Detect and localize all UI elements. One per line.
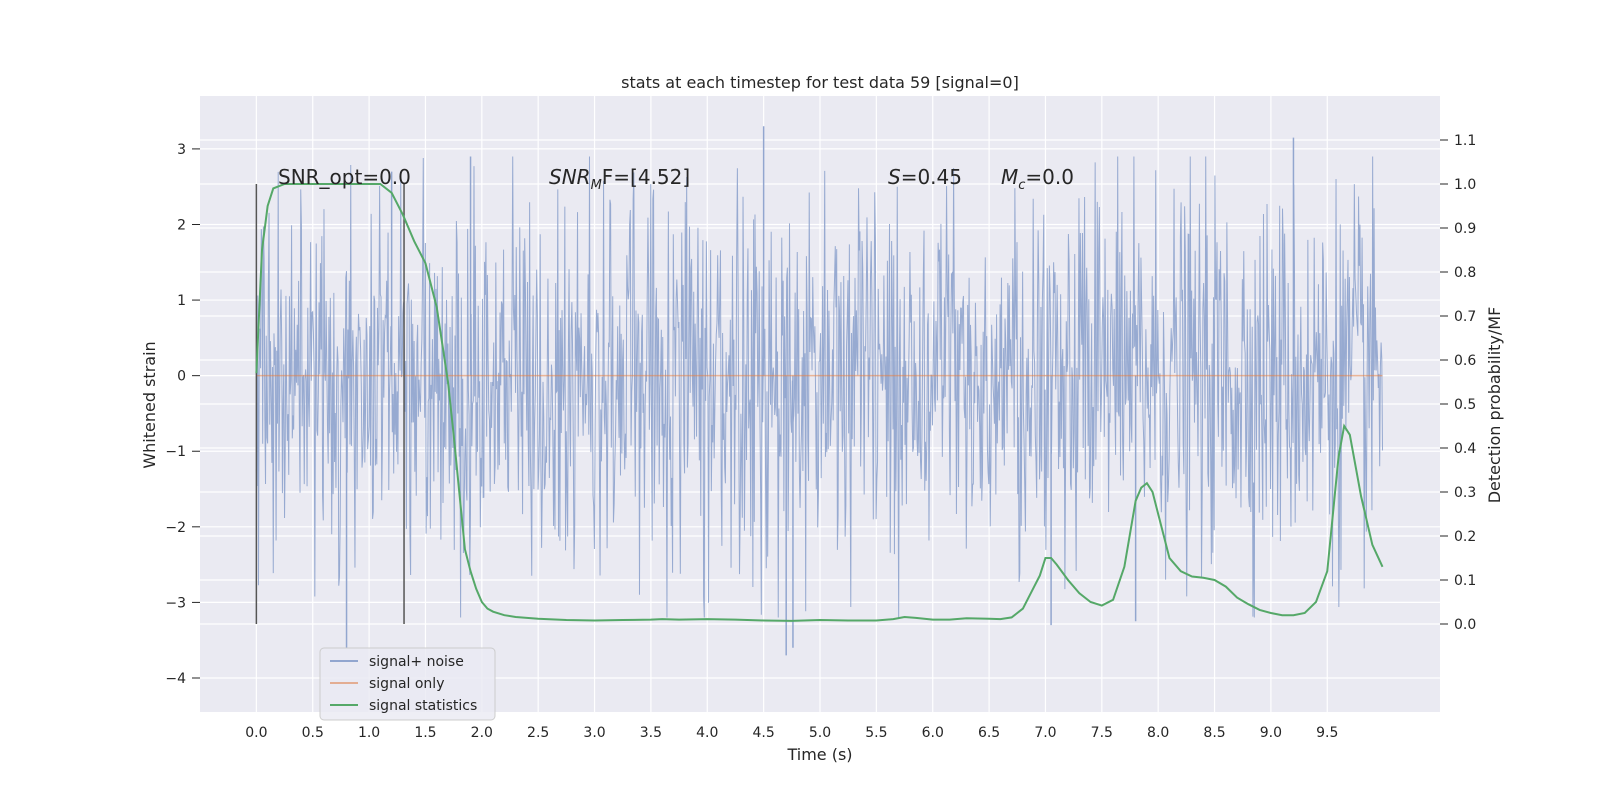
x-tick-label: 4.5 [753, 725, 775, 741]
x-tick-label: 0.5 [302, 725, 324, 741]
y-left-tick-label: −3 [165, 595, 186, 611]
x-tick-label: 6.5 [978, 725, 1000, 741]
y-left-tick-label: −2 [165, 520, 186, 536]
x-tick-label: 7.5 [1091, 725, 1113, 741]
y-right-tick-label: 0.9 [1454, 221, 1476, 237]
x-tick-label: 3.5 [640, 725, 662, 741]
x-tick-label: 5.0 [809, 725, 831, 741]
line-series [255, 183, 1384, 624]
y-right-tick-label: 0.4 [1454, 441, 1476, 457]
x-axis-label: Time (s) [786, 745, 852, 764]
x-tick-label: 2.0 [471, 725, 493, 741]
snr-mf-annotation: SNRMF=[4.52] [549, 165, 690, 193]
legend: signal+ noise signal only signal statist… [319, 647, 496, 721]
y-axis-label-right: Detection probability/MF [1485, 307, 1504, 504]
y-right-tick-label: 0.8 [1454, 265, 1476, 281]
x-tick-label: 9.0 [1260, 725, 1282, 741]
y-right-tick-label: 0.7 [1454, 309, 1476, 325]
x-tick-label: 9.5 [1316, 725, 1338, 741]
x-tick-label: 3.0 [583, 725, 605, 741]
y-right-tick-label: 0.2 [1454, 529, 1476, 545]
y-right-tick-label: 0.1 [1454, 573, 1476, 589]
x-tick-label: 2.5 [527, 725, 549, 741]
y-right-tick-label: 0.5 [1454, 397, 1476, 413]
legend-label-signal-only: signal only [369, 676, 444, 692]
y-right-tick-label: 0.0 [1454, 617, 1476, 633]
chart-title: stats at each timestep for test data 59 … [621, 73, 1019, 92]
tick-labels: 0.0 0.5 1.0 1.5 2.0 2.5 3.0 3.5 4.0 4.5 5.0 5.5 6.0 6… [165, 133, 1476, 741]
y-axis-label-left: Whitened strain [140, 341, 159, 468]
signal-statistics-line [255, 183, 1384, 622]
y-left-tick-label: 3 [177, 142, 186, 158]
y-right-tick-label: 1.1 [1454, 133, 1476, 149]
legend-label-signal-noise: signal+ noise [369, 654, 464, 670]
y-left-tick-label: 0 [177, 369, 186, 385]
x-tick-label: 7.0 [1034, 725, 1056, 741]
x-tick-label: 1.5 [414, 725, 436, 741]
mc-annotation: Mc=0.0 [1001, 165, 1074, 193]
y-left-tick-label: 2 [177, 217, 186, 233]
x-tick-label: 0.0 [245, 725, 267, 741]
legend-box [319, 647, 496, 721]
x-tick-label: 8.0 [1147, 725, 1169, 741]
x-tick-label: 1.0 [358, 725, 380, 741]
s-annotation: S=0.45 [888, 165, 962, 189]
x-tick-label: 8.5 [1203, 725, 1225, 741]
x-tick-label: 5.5 [865, 725, 887, 741]
signal-noise-line [255, 156, 1384, 618]
snr-opt-annotation: SNR_opt=0.0 [278, 165, 411, 189]
y-left-tick-label: 1 [177, 293, 186, 309]
x-tick-label: 6.0 [922, 725, 944, 741]
legend-label-signal-statistics: signal statistics [369, 698, 477, 714]
y-right-tick-label: 0.6 [1454, 353, 1476, 369]
x-tick-label: 4.0 [696, 725, 718, 741]
y-right-tick-label: 0.3 [1454, 485, 1476, 501]
grid-lines [200, 96, 1440, 712]
y-right-tick-label: 1.0 [1454, 177, 1476, 193]
y-left-tick-label: −1 [165, 444, 186, 460]
y-left-tick-label: −4 [165, 671, 186, 687]
